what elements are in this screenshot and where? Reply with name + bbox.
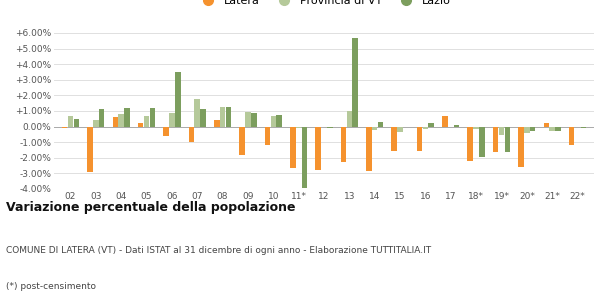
Bar	[505, 127, 510, 152]
Bar	[378, 122, 383, 127]
Bar	[163, 127, 169, 136]
Bar	[316, 127, 321, 170]
Bar	[144, 116, 149, 127]
Bar	[87, 127, 93, 172]
Bar	[518, 127, 524, 167]
Bar	[239, 127, 245, 155]
Bar	[403, 127, 409, 128]
Bar	[581, 127, 586, 128]
Bar	[442, 116, 448, 127]
Bar	[188, 127, 194, 142]
Bar	[366, 127, 371, 171]
Bar	[271, 116, 276, 127]
Bar	[499, 127, 504, 135]
Bar	[544, 124, 549, 127]
Bar	[341, 127, 346, 162]
Bar	[428, 124, 434, 127]
Bar	[113, 117, 118, 127]
Bar	[296, 127, 301, 128]
Bar	[454, 125, 460, 127]
Bar	[327, 127, 332, 128]
Bar	[302, 127, 307, 188]
Bar	[277, 115, 282, 127]
Bar	[245, 112, 251, 127]
Bar	[479, 127, 485, 157]
Bar	[524, 127, 530, 133]
Bar	[372, 127, 377, 130]
Bar	[118, 114, 124, 127]
Bar	[391, 127, 397, 151]
Text: COMUNE DI LATERA (VT) - Dati ISTAT al 31 dicembre di ogni anno - Elaborazione TU: COMUNE DI LATERA (VT) - Dati ISTAT al 31…	[6, 246, 431, 255]
Bar	[417, 127, 422, 151]
Bar	[200, 109, 206, 127]
Bar	[422, 127, 428, 129]
Bar	[226, 107, 231, 127]
Bar	[569, 127, 574, 145]
Bar	[555, 127, 561, 131]
Bar	[448, 127, 454, 128]
Text: Variazione percentuale della popolazione: Variazione percentuale della popolazione	[6, 201, 296, 214]
Bar	[473, 127, 479, 129]
Bar	[251, 112, 257, 127]
Bar	[99, 110, 104, 127]
Bar	[138, 123, 143, 127]
Bar	[467, 127, 473, 161]
Bar	[175, 72, 181, 127]
Bar	[93, 120, 98, 127]
Bar	[220, 107, 226, 127]
Bar	[352, 38, 358, 127]
Bar	[530, 127, 535, 130]
Bar	[214, 120, 220, 127]
Bar	[397, 127, 403, 132]
Bar	[493, 127, 499, 152]
Bar	[321, 127, 327, 128]
Text: (*) post-censimento: (*) post-censimento	[6, 282, 96, 291]
Bar	[265, 127, 270, 145]
Legend: Latera, Provincia di VT, Lazio: Latera, Provincia di VT, Lazio	[193, 0, 455, 11]
Bar	[124, 108, 130, 127]
Bar	[62, 127, 67, 128]
Bar	[68, 116, 73, 127]
Bar	[194, 99, 200, 127]
Bar	[74, 119, 79, 127]
Bar	[347, 111, 352, 127]
Bar	[550, 127, 555, 131]
Bar	[290, 127, 296, 168]
Bar	[169, 113, 175, 127]
Bar	[575, 127, 580, 128]
Bar	[149, 108, 155, 127]
